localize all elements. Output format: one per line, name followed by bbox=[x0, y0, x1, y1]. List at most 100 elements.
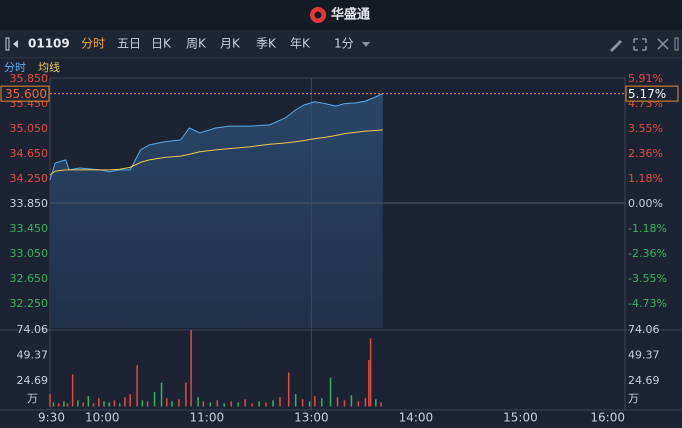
volume-bar bbox=[108, 402, 110, 407]
volume-bar bbox=[77, 400, 79, 407]
volume-bar bbox=[294, 394, 297, 407]
volume-bar bbox=[265, 402, 267, 407]
volume-bar bbox=[209, 402, 212, 407]
volume-bar bbox=[52, 402, 55, 407]
tab[interactable]: 五日 bbox=[117, 37, 141, 51]
y-tick-label: 33.050 bbox=[10, 247, 49, 260]
y-tick-label: 33.450 bbox=[10, 222, 49, 235]
y-tick-label: 34.650 bbox=[10, 147, 49, 160]
tab[interactable]: 季K bbox=[256, 37, 277, 51]
y2-tick-label: -4.73% bbox=[628, 297, 667, 310]
y2-tick-label: -2.36% bbox=[628, 247, 667, 260]
volume-bar bbox=[165, 398, 168, 407]
x-tick-label: 9:30 bbox=[38, 411, 65, 425]
volume-bar bbox=[230, 401, 232, 407]
volume-bar bbox=[258, 401, 260, 407]
symbol: 01109 bbox=[28, 37, 70, 51]
volume-bar bbox=[380, 402, 382, 407]
volume-bar bbox=[301, 399, 304, 407]
volume-bar bbox=[171, 401, 173, 407]
volume-bar bbox=[129, 394, 131, 407]
x-tick-label: 15:00 bbox=[503, 411, 538, 425]
volume-bar bbox=[287, 372, 290, 407]
volume-bar bbox=[63, 401, 65, 407]
volume-unit: 万 bbox=[27, 392, 38, 405]
volume-bar bbox=[251, 403, 253, 407]
volume-bar bbox=[136, 365, 138, 407]
volume-bar bbox=[113, 400, 116, 407]
volume-bar bbox=[87, 396, 90, 407]
y2-tick-label: 5.91% bbox=[628, 72, 663, 85]
period-select[interactable]: 1分 bbox=[334, 37, 354, 51]
volume-bar bbox=[141, 400, 144, 407]
dropdown-arrow[interactable] bbox=[362, 42, 370, 47]
volume-bar bbox=[146, 401, 149, 407]
fullscreen-icon[interactable] bbox=[633, 38, 647, 51]
volume-bar bbox=[375, 399, 377, 407]
last-change-box bbox=[625, 85, 679, 102]
volume-bar bbox=[202, 401, 205, 407]
tab[interactable]: 月K bbox=[220, 37, 241, 51]
series-line bbox=[49, 129, 383, 176]
x-tick-label: 11:00 bbox=[190, 411, 225, 425]
volume-bar bbox=[350, 395, 353, 407]
volume-bar bbox=[336, 397, 339, 407]
side-icon[interactable] bbox=[674, 37, 679, 51]
volume-bar bbox=[66, 403, 69, 407]
volume-bar bbox=[98, 398, 100, 407]
volume-bar bbox=[244, 399, 246, 407]
legend-entry[interactable]: 分时 bbox=[4, 61, 26, 74]
volume-bar bbox=[57, 403, 60, 407]
volume-bar bbox=[369, 338, 372, 407]
x-tick-label: 14:00 bbox=[399, 411, 434, 425]
volume-bar bbox=[118, 403, 121, 407]
volume-tick-label: 24.69 bbox=[628, 374, 660, 387]
volume-unit: 万 bbox=[628, 392, 639, 405]
header-bar bbox=[0, 0, 682, 30]
volume-bar bbox=[223, 403, 225, 407]
x-tick-label: 13:00 bbox=[294, 411, 329, 425]
brand-name: 华盛通 bbox=[331, 7, 370, 23]
volume-bar bbox=[185, 382, 187, 407]
volume-tick-label: 74.06 bbox=[628, 323, 660, 336]
y-tick-label: 35.850 bbox=[10, 72, 49, 85]
volume-bar bbox=[190, 330, 192, 407]
draw-icon[interactable] bbox=[610, 40, 622, 52]
x-tick-label: 10:00 bbox=[85, 411, 120, 425]
volume-bar bbox=[216, 400, 219, 407]
collapse-arrow[interactable] bbox=[13, 40, 18, 48]
volume-bar bbox=[314, 396, 316, 407]
volume-tick-label: 74.06 bbox=[17, 323, 49, 336]
volume-tick-label: 49.37 bbox=[17, 349, 49, 362]
tab[interactable]: 分时 bbox=[81, 37, 105, 51]
y2-tick-label: 3.55% bbox=[628, 122, 663, 135]
y2-tick-label: 2.36% bbox=[628, 147, 663, 160]
y-tick-label: 33.850 bbox=[10, 197, 49, 210]
volume-bar bbox=[49, 394, 51, 407]
expand-icon[interactable] bbox=[657, 38, 669, 50]
tab[interactable]: 周K bbox=[186, 37, 207, 51]
volume-bar bbox=[272, 400, 274, 407]
tab[interactable]: 日K bbox=[151, 37, 172, 51]
tab[interactable]: 年K bbox=[290, 37, 311, 51]
volume-bar bbox=[329, 377, 332, 407]
volume-bar bbox=[237, 402, 239, 407]
tab-bar: 分时 五日 日K 周K 月K 季K 年K bbox=[81, 37, 311, 51]
volume-bar bbox=[178, 399, 180, 407]
volume-bar bbox=[279, 397, 281, 407]
y2-tick-label: 1.18% bbox=[628, 172, 663, 185]
volume-bar bbox=[153, 392, 156, 407]
legend-entry[interactable]: 均线 bbox=[38, 60, 60, 74]
volume-bar bbox=[308, 401, 311, 407]
volume-bar bbox=[321, 398, 323, 407]
brand-logo-hole bbox=[314, 11, 322, 19]
last-price-box bbox=[0, 85, 50, 102]
volume-bar bbox=[82, 402, 84, 407]
volume-bar bbox=[343, 400, 346, 407]
volume-bar bbox=[368, 360, 370, 407]
collapse-icon[interactable] bbox=[5, 37, 10, 51]
toolbar bbox=[0, 30, 682, 58]
volume-bar bbox=[357, 401, 360, 407]
volume-bar bbox=[364, 398, 367, 407]
